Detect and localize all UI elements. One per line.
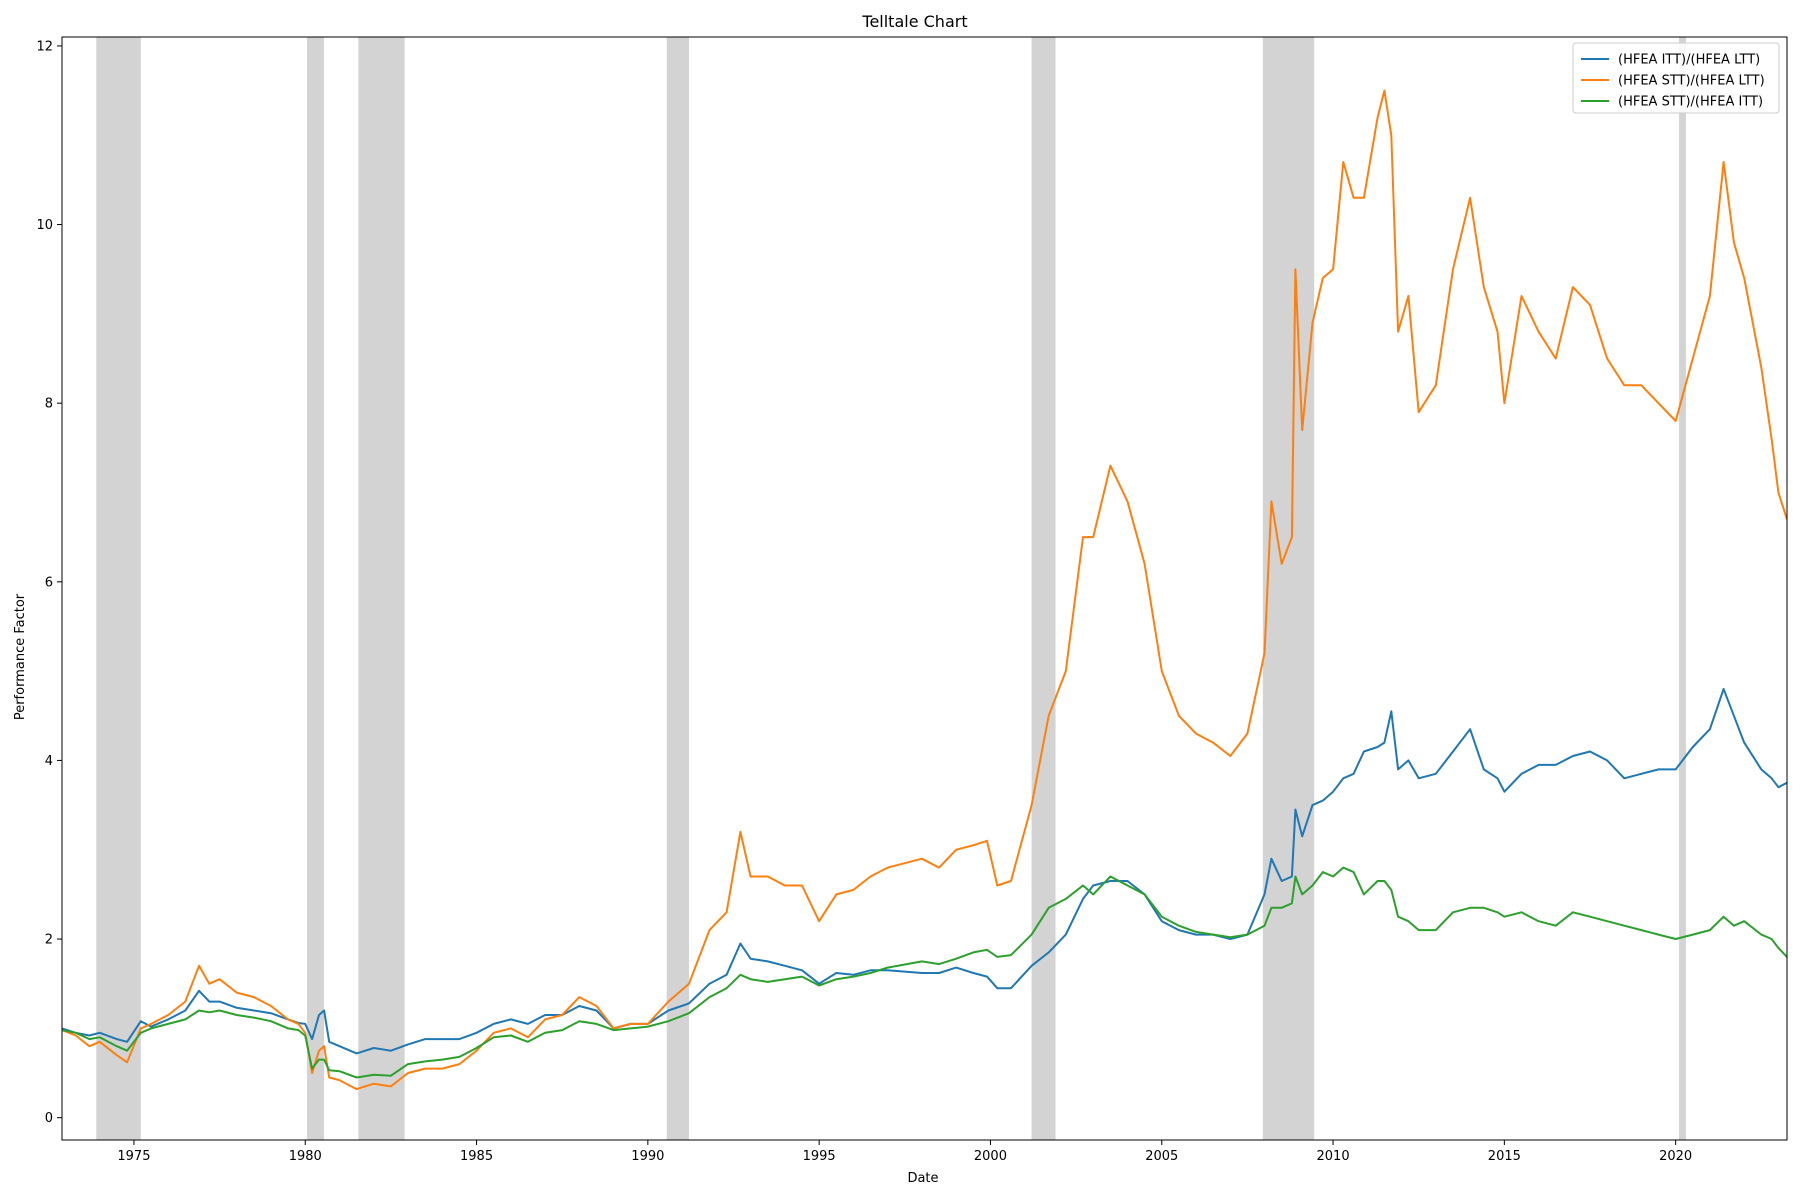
legend-label-1: (HFEA STT)/(HFEA LTT): [1618, 74, 1765, 89]
legend-label-2: (HFEA STT)/(HFEA ITT): [1618, 95, 1763, 110]
y-tick-label: 2: [45, 933, 53, 948]
series-line-1: [62, 89, 1787, 1091]
x-tick-label: 2020: [1659, 1149, 1692, 1164]
x-tick-label: 2015: [1488, 1149, 1521, 1164]
y-tick-label: 8: [45, 397, 53, 412]
x-tick-label: 1980: [289, 1149, 322, 1164]
y-tick-label: 6: [45, 575, 53, 590]
y-tick-label: 12: [36, 39, 53, 54]
recession-band-3: [666, 37, 689, 1140]
plot-frame: [61, 36, 1788, 1141]
x-tick-label: 1995: [803, 1149, 836, 1164]
series-lines: [62, 89, 1787, 1091]
recession-band-6: [1679, 37, 1686, 1140]
recession-band-1: [306, 37, 325, 1140]
y-axis: 0 2 4 6 8 10 12: [36, 39, 62, 1126]
series-line-0: [62, 688, 1787, 1055]
x-tick-label: 2005: [1145, 1149, 1178, 1164]
legend-label-0: (HFEA ITT)/(HFEA LTT): [1618, 53, 1760, 68]
recession-bands: [96, 37, 1686, 1140]
recession-band-0: [96, 37, 141, 1140]
x-tick-label: 2000: [974, 1149, 1007, 1164]
x-axis: 1975 1980 1985 1990 1995 2000 2005 2010 2015 2020: [117, 1140, 1692, 1164]
y-axis-label: Performance Factor: [13, 593, 28, 720]
recession-band-4: [1031, 37, 1056, 1140]
y-tick-label: 4: [45, 754, 53, 769]
x-tick-label: 2010: [1317, 1149, 1350, 1164]
y-tick-label: 10: [36, 218, 53, 233]
series-line-2: [62, 866, 1787, 1079]
legend-box: [1572, 42, 1780, 114]
x-axis-label: Date: [907, 1171, 938, 1186]
y-tick-label: 0: [45, 1111, 53, 1126]
x-tick-label: 1975: [117, 1149, 150, 1164]
recession-band-2: [358, 37, 405, 1140]
chart-title: Telltale Chart: [861, 12, 967, 31]
x-tick-label: 1985: [460, 1149, 493, 1164]
x-tick-label: 1990: [631, 1149, 664, 1164]
recession-band-5: [1262, 37, 1315, 1140]
legend: (HFEA ITT)/(HFEA LTT) (HFEA STT)/(HFEA LT…: [1572, 42, 1780, 114]
